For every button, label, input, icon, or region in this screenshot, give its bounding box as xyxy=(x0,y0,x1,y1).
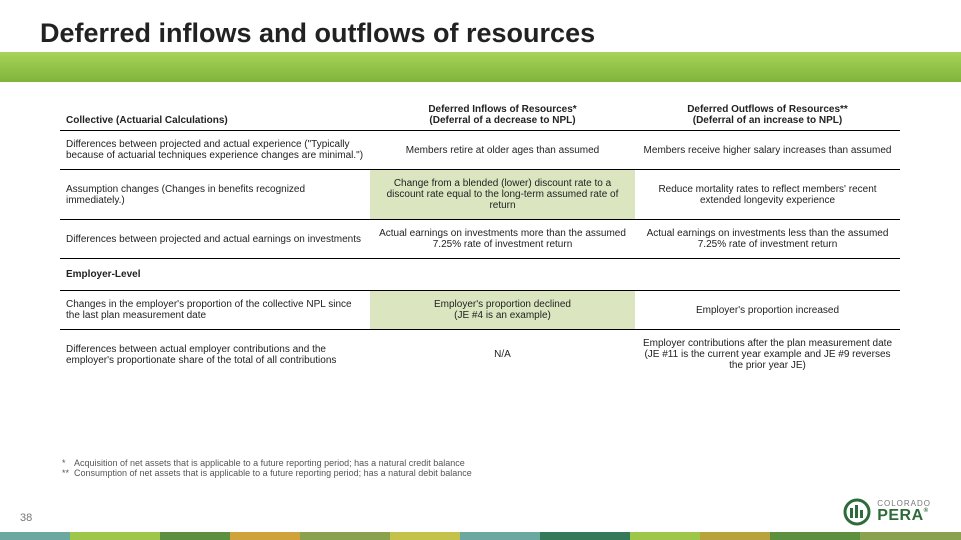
table-cell: Reduce mortality rates to reflect member… xyxy=(635,170,900,220)
bar-segment xyxy=(0,532,70,540)
bar-segment xyxy=(300,532,390,540)
table-cell: Differences between actual employer cont… xyxy=(60,330,370,380)
table-row: Differences between projected and actual… xyxy=(60,220,900,259)
bar-segment xyxy=(630,532,700,540)
pera-logo-icon xyxy=(843,498,871,526)
page-number: 38 xyxy=(20,512,32,524)
section-header-employer: Employer-Level xyxy=(60,259,900,291)
table-cell: N/A xyxy=(370,330,635,380)
table-cell: Differences between projected and actual… xyxy=(60,220,370,259)
pera-logo: COLORADO PERA® xyxy=(843,498,931,526)
table-cell: Members receive higher salary increases … xyxy=(635,131,900,170)
bar-segment xyxy=(460,532,540,540)
bottom-color-bar xyxy=(0,532,961,540)
table-cell: Employer's proportion increased xyxy=(635,291,900,330)
footnote-2: Consumption of net assets that is applic… xyxy=(74,468,472,478)
col-header-collective: Collective (Actuarial Calculations) xyxy=(60,100,370,131)
bar-segment xyxy=(540,532,630,540)
table-row: Differences between actual employer cont… xyxy=(60,330,900,380)
footnote-1: Acquisition of net assets that is applic… xyxy=(74,458,465,468)
table-row: Differences between projected and actual… xyxy=(60,131,900,170)
bar-segment xyxy=(70,532,160,540)
deferred-resources-table: Collective (Actuarial Calculations) Defe… xyxy=(60,100,900,379)
table-cell: Actual earnings on investments more than… xyxy=(370,220,635,259)
col-header-outflows: Deferred Outflows of Resources** (Deferr… xyxy=(635,100,900,131)
table-cell: Change from a blended (lower) discount r… xyxy=(370,170,635,220)
table-row: Assumption changes (Changes in benefits … xyxy=(60,170,900,220)
logo-text-main: PERA xyxy=(877,507,923,524)
table-cell: Changes in the employer's proportion of … xyxy=(60,291,370,330)
table-cell: Members retire at older ages than assume… xyxy=(370,131,635,170)
bar-segment xyxy=(700,532,770,540)
bar-segment xyxy=(160,532,230,540)
footnotes: *Acquisition of net assets that is appli… xyxy=(62,458,862,478)
table-cell: Employer's proportion declined (JE #4 is… xyxy=(370,291,635,330)
table-row: Changes in the employer's proportion of … xyxy=(60,291,900,330)
bar-segment xyxy=(860,532,961,540)
bar-segment xyxy=(230,532,300,540)
page-title: Deferred inflows and outflows of resourc… xyxy=(40,18,595,49)
col-header-inflows: Deferred Inflows of Resources* (Deferral… xyxy=(370,100,635,131)
header-band xyxy=(0,52,961,82)
table-cell: Actual earnings on investments less than… xyxy=(635,220,900,259)
table-cell: Employer contributions after the plan me… xyxy=(635,330,900,380)
table-cell: Differences between projected and actual… xyxy=(60,131,370,170)
bar-segment xyxy=(390,532,460,540)
table-cell: Assumption changes (Changes in benefits … xyxy=(60,170,370,220)
bar-segment xyxy=(770,532,860,540)
